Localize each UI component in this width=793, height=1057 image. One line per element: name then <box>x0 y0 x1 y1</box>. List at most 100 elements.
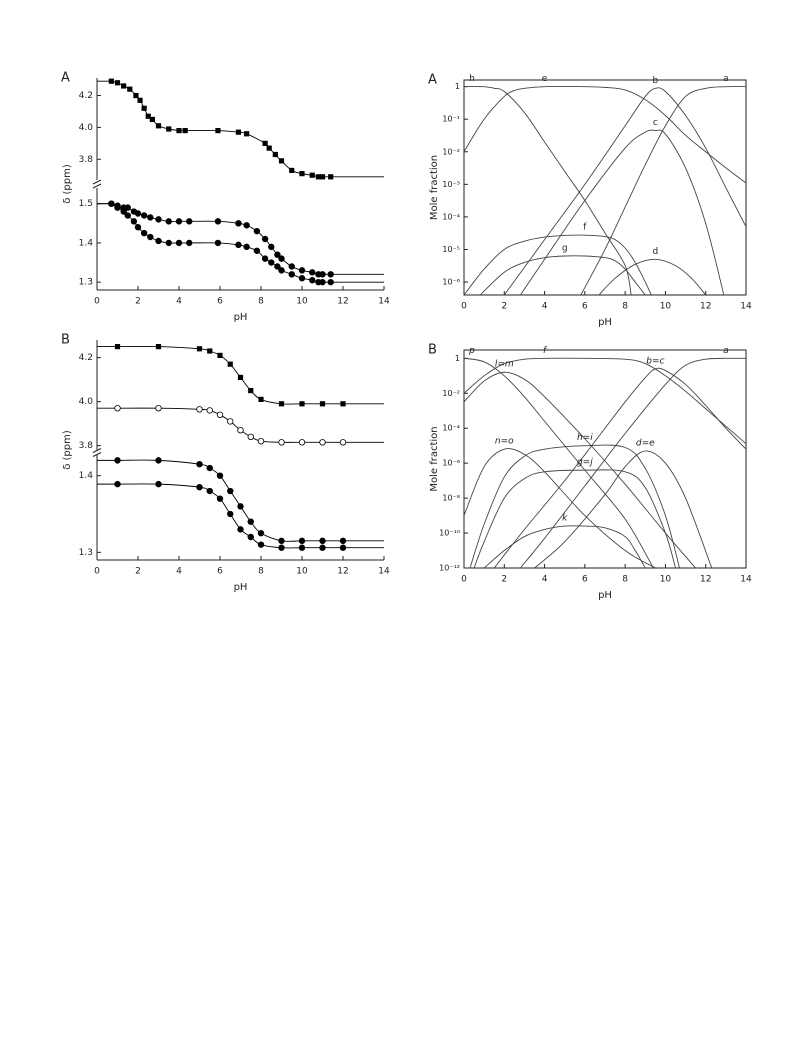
marker <box>114 480 121 488</box>
y-tick-label: 4.0 <box>79 397 94 407</box>
x-tick-label: 4 <box>176 567 182 577</box>
marker <box>114 457 121 464</box>
marker <box>298 439 306 446</box>
marker <box>244 131 250 137</box>
marker <box>257 529 265 537</box>
y-axis-label: δ (ppm) <box>62 430 73 470</box>
y-tick-label: 1.3 <box>79 548 93 558</box>
marker <box>175 218 183 225</box>
marker <box>155 237 162 245</box>
x-tick-label: 6 <box>582 302 588 312</box>
marker <box>272 151 278 158</box>
marker <box>166 126 172 132</box>
marker <box>108 200 115 207</box>
marker <box>278 255 285 262</box>
species-curve <box>503 87 746 295</box>
x-axis-label: pH <box>598 317 612 328</box>
x-tick-label: 4 <box>542 302 548 312</box>
axis-break <box>92 448 102 453</box>
marker <box>149 116 155 123</box>
axis-break <box>92 179 102 185</box>
marker <box>121 83 127 89</box>
marker <box>278 401 285 407</box>
x-tick-label: 2 <box>135 567 141 577</box>
marker <box>298 267 306 274</box>
y-tick-label: 10⁻⁴ <box>442 424 460 433</box>
x-tick-label: 6 <box>217 567 223 577</box>
marker <box>266 145 272 151</box>
fit-curve <box>117 407 343 443</box>
x-tick-label: 14 <box>740 575 752 585</box>
x-tick-label: 6 <box>217 297 223 307</box>
marker <box>309 269 316 276</box>
x-tick-label: 0 <box>461 575 467 585</box>
curve-label: b <box>652 76 658 86</box>
curve-label: h=i <box>577 433 593 443</box>
marker <box>235 241 242 249</box>
x-tick-label: 4 <box>542 575 548 585</box>
marker <box>327 271 334 278</box>
x-axis-label: pH <box>234 582 248 593</box>
marker <box>278 158 285 164</box>
marker <box>196 460 203 468</box>
marker <box>227 361 233 367</box>
marker <box>155 344 162 350</box>
y-tick-label: 1.5 <box>79 199 93 209</box>
y-tick-label: 10⁻¹⁰ <box>439 529 460 538</box>
x-tick-label: 8 <box>258 297 264 307</box>
x-tick-label: 10 <box>296 567 308 577</box>
marker <box>235 220 242 227</box>
marker <box>227 510 234 518</box>
marker <box>278 267 285 274</box>
marker <box>237 526 244 533</box>
marker <box>319 174 326 180</box>
marker <box>261 255 269 262</box>
marker <box>237 427 244 434</box>
x-tick-label: 14 <box>378 567 390 577</box>
y-tick-label: 3.8 <box>79 155 94 165</box>
x-tick-label: 2 <box>501 575 507 585</box>
marker <box>124 204 131 211</box>
curve-label: g=j <box>577 458 593 468</box>
species-curve <box>493 367 746 568</box>
y-tick-label: 1 <box>455 354 460 363</box>
marker <box>247 533 254 541</box>
x-tick-label: 12 <box>700 302 711 312</box>
marker <box>319 271 326 278</box>
x-tick-label: 0 <box>94 297 100 307</box>
axis-break <box>92 452 102 457</box>
marker <box>141 105 147 111</box>
marker <box>309 276 316 284</box>
x-tick-label: 2 <box>501 302 507 312</box>
curve-label: f <box>583 223 587 233</box>
marker <box>137 97 143 103</box>
species-curve <box>598 258 707 295</box>
species-curve <box>483 525 646 568</box>
fit-curve <box>117 345 343 405</box>
marker <box>328 174 334 180</box>
y-tick-label: 1.3 <box>79 278 93 288</box>
axis-break <box>92 183 102 189</box>
marker <box>155 480 162 488</box>
marker <box>257 541 265 548</box>
marker <box>257 438 265 445</box>
marker <box>140 229 148 237</box>
marker <box>298 275 306 282</box>
curve-label: h <box>469 74 475 84</box>
y-tick-label: 4.2 <box>79 353 93 363</box>
marker <box>120 208 127 215</box>
marker <box>155 405 162 412</box>
marker <box>114 204 121 211</box>
panel-label: A <box>61 71 70 86</box>
marker <box>130 218 138 225</box>
marker <box>176 127 182 134</box>
curve-label: p <box>468 346 475 356</box>
y-tick-label: 4.0 <box>79 123 94 133</box>
y-axis-label: Mole fraction <box>429 155 440 220</box>
panel-label: A <box>428 73 437 88</box>
species-curve <box>479 255 646 295</box>
curve-label: d <box>652 247 658 257</box>
fit-curve <box>111 80 331 178</box>
x-tick-label: 12 <box>337 567 348 577</box>
